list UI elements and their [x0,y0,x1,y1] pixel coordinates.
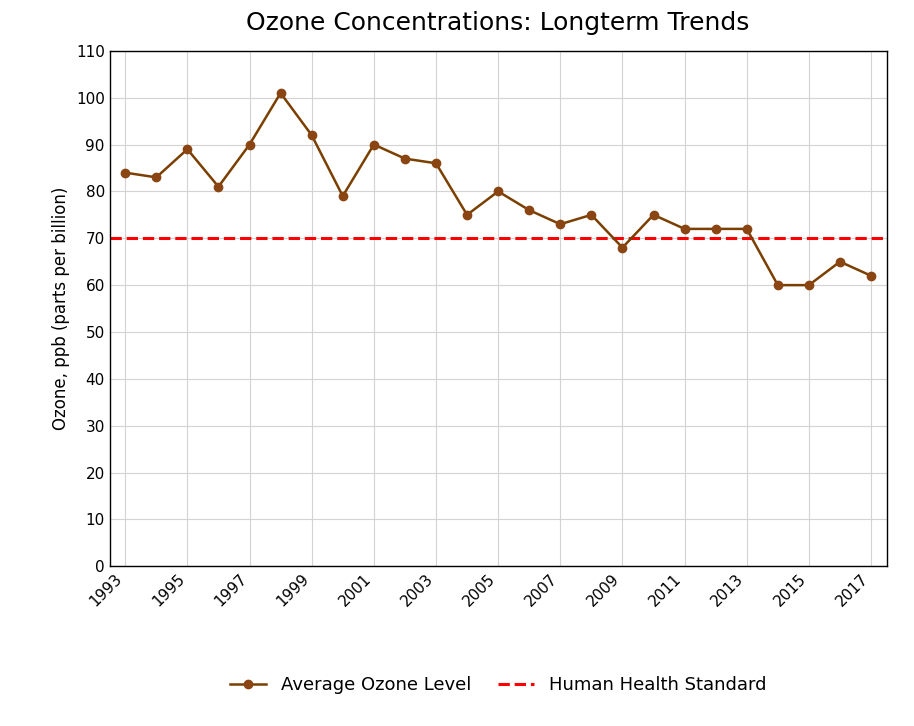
Average Ozone Level [493,187,504,196]
Average Ozone Level [462,211,473,219]
Average Ozone Level [213,182,224,191]
Average Ozone Level [617,243,628,252]
Line: Average Ozone Level: Average Ozone Level [121,89,876,289]
Average Ozone Level [834,257,845,266]
Average Ozone Level [244,140,255,149]
Y-axis label: Ozone, ppb (parts per billion): Ozone, ppb (parts per billion) [52,187,70,431]
Average Ozone Level [275,89,286,97]
Average Ozone Level [524,205,535,214]
Average Ozone Level [741,224,752,233]
Average Ozone Level [555,220,566,229]
Average Ozone Level [151,173,162,182]
Average Ozone Level [679,224,690,233]
Average Ozone Level [430,159,441,168]
Average Ozone Level [306,131,317,139]
Average Ozone Level [772,281,783,290]
Legend: Average Ozone Level, Human Health Standard: Average Ozone Level, Human Health Standa… [223,669,773,701]
Average Ozone Level [866,272,877,280]
Average Ozone Level [710,224,721,233]
Title: Ozone Concentrations: Longterm Trends: Ozone Concentrations: Longterm Trends [247,11,749,35]
Average Ozone Level [648,211,659,219]
Average Ozone Level [337,192,348,200]
Average Ozone Level [182,145,193,154]
Average Ozone Level [803,281,814,290]
Average Ozone Level [399,154,410,163]
Average Ozone Level [586,211,597,219]
Average Ozone Level [120,168,131,177]
Average Ozone Level [368,140,379,149]
